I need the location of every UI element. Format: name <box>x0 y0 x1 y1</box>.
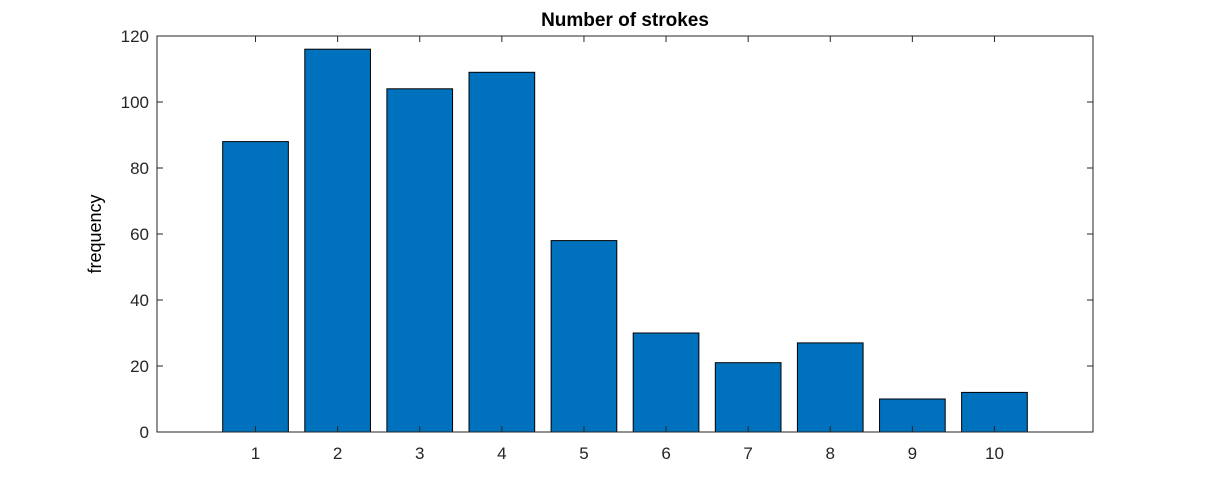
bar-4 <box>468 71 536 433</box>
bar-6 <box>632 332 700 433</box>
x-tick-label: 10 <box>985 444 1004 463</box>
bar-7 <box>714 362 782 433</box>
y-tick-label: 100 <box>121 93 149 112</box>
x-tick-label: 6 <box>661 444 670 463</box>
x-tick-label: 1 <box>251 444 260 463</box>
x-tick-label: 7 <box>743 444 752 463</box>
x-tick-label: 5 <box>579 444 588 463</box>
y-tick-label: 80 <box>130 159 149 178</box>
y-tick-label: 60 <box>130 225 149 244</box>
x-tick-label: 8 <box>826 444 835 463</box>
bar-8 <box>796 342 864 433</box>
chart-title: Number of strokes <box>541 10 709 31</box>
bar-1 <box>222 141 289 433</box>
y-tick-label: 120 <box>121 27 149 46</box>
bars-group <box>222 48 1028 433</box>
bar-2 <box>304 48 371 433</box>
bar-10 <box>961 391 1028 433</box>
y-tick-label: 40 <box>130 291 149 310</box>
bar-5 <box>550 240 618 433</box>
x-tick-label: 2 <box>333 444 342 463</box>
plot-area-box <box>156 35 1094 433</box>
x-tick-label: 3 <box>415 444 424 463</box>
y-axis-title: frequency <box>85 194 105 273</box>
x-tick-label: 4 <box>497 444 506 463</box>
y-tick-label: 0 <box>140 423 149 442</box>
x-tick-label: 9 <box>908 444 917 463</box>
bar-3 <box>386 88 454 433</box>
y-tick-label: 20 <box>130 357 149 376</box>
